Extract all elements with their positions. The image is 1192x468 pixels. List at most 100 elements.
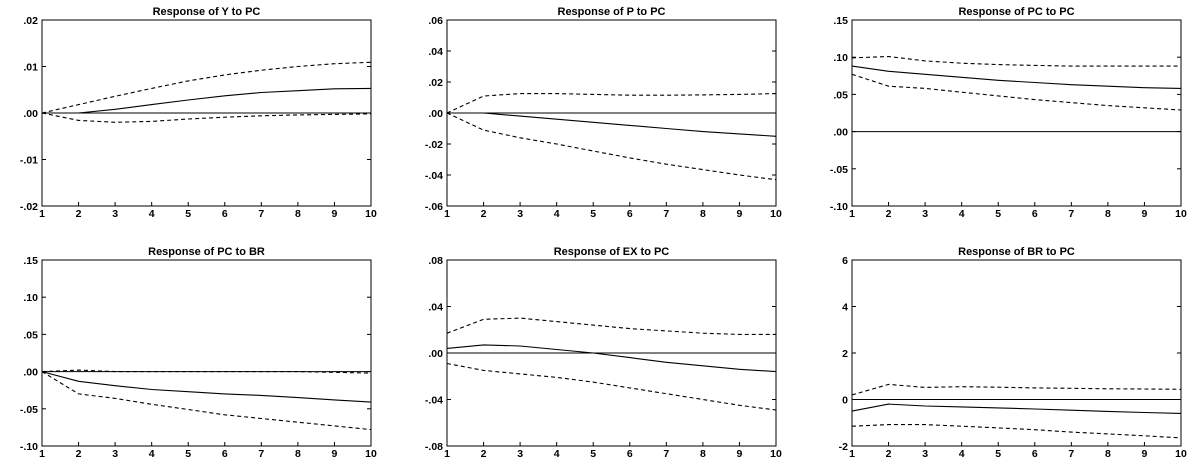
x-tick-label: 10 [770,448,782,460]
x-tick-label: 3 [112,208,118,220]
confidence-band-line [851,55,1181,67]
x-tick-label: 2 [76,208,82,220]
response-line [41,371,372,403]
x-tick-label: 6 [1032,208,1038,220]
x-tick-label: 7 [663,448,669,460]
x-tick-label: 5 [590,208,596,220]
y-tick-label: -.10 [830,201,848,213]
y-tick-label: .10 [833,52,848,64]
x-tick-label: 8 [295,208,301,220]
x-tick-label: 9 [737,208,743,220]
y-tick-label: .04 [428,46,443,58]
x-tick-label: 5 [590,448,596,460]
confidence-band-line [446,362,777,411]
x-tick-label: 9 [332,448,338,460]
x-tick-label: 6 [1032,448,1038,460]
x-tick-label: 7 [258,208,264,220]
x-tick-label: 10 [770,208,782,220]
chart-title: Response of BR to PC [958,246,1075,258]
chart-panel-5: Response of EX to PC -.08 -.04 .00 .04 .08 1 2 3… [425,246,782,460]
chart-title: Response of Y to PC [153,6,261,18]
x-tick-label: 1 [849,448,855,460]
x-tick-label: 1 [444,448,450,460]
x-tick-label: 10 [365,448,377,460]
x-tick-label: 3 [922,448,928,460]
y-tick-label: .04 [428,302,443,314]
y-tick-label: .00 [23,108,38,120]
confidence-band-line [41,369,372,374]
y-tick-label: 6 [842,255,848,267]
x-tick-label: 10 [365,208,377,220]
y-tick-label: .08 [428,255,443,267]
plot-frame [851,259,1182,447]
y-tick-label: .10 [23,292,38,304]
y-tick-label: -.05 [20,404,38,416]
y-tick-label: -.10 [20,441,38,453]
chart-panel-6: Response of BR to PC -2 0 2 4 6 1 2 3 4 5 6 7 8 9 10 [839,246,1187,460]
chart-title: Response of EX to PC [554,246,670,258]
confidence-band-line [41,112,372,123]
x-tick-label: 10 [1175,208,1187,220]
response-line [851,403,1182,414]
x-tick-label: 6 [627,208,633,220]
y-tick-label: .00 [428,348,443,360]
y-tick-label: .02 [23,15,38,27]
x-tick-label: 9 [1142,448,1148,460]
y-tick-label: -.02 [20,201,38,213]
response-line [42,87,372,114]
response-line [447,112,777,137]
x-tick-label: 4 [959,208,965,220]
response-line [851,65,1182,89]
plot-frame [41,259,372,447]
x-tick-label: 8 [700,448,706,460]
chart-panel-4: Response of PC to BR -.10 -.05 .00 .05 .10 .15… [20,246,377,460]
confidence-band-line [446,112,777,181]
y-tick-label: .01 [23,62,38,74]
x-tick-label: 8 [1105,448,1111,460]
x-tick-label: 1 [444,208,450,220]
x-tick-label: 2 [481,208,487,220]
x-tick-label: 4 [554,448,560,460]
x-tick-label: 4 [149,208,155,220]
y-tick-label: .00 [23,367,38,379]
x-tick-label: 4 [149,448,155,460]
y-tick-label: -2 [839,441,848,453]
chart-title: Response of PC to PC [958,6,1074,18]
y-tick-label: -.04 [425,395,443,407]
y-tick-label: .05 [833,89,848,101]
x-tick-label: 3 [112,448,118,460]
x-tick-label: 2 [481,448,487,460]
x-tick-label: 2 [886,448,892,460]
confidence-band-line [851,383,1182,396]
y-tick-label: .00 [833,127,848,139]
confidence-band-line [851,73,1182,111]
x-tick-label: 6 [627,448,633,460]
x-tick-label: 7 [1068,448,1074,460]
x-tick-label: 1 [39,448,45,460]
response-line [446,344,777,373]
confidence-band-line [446,317,776,335]
confidence-band-line [446,93,777,114]
x-tick-label: 5 [185,208,191,220]
x-tick-label: 7 [1068,208,1074,220]
y-tick-label: -.02 [425,139,443,151]
y-tick-label: -.06 [425,201,443,213]
x-tick-label: 3 [922,208,928,220]
x-tick-label: 10 [1175,448,1187,460]
y-tick-label: 2 [842,348,848,360]
plot-frame [851,19,1182,207]
y-tick-label: 0 [842,395,848,407]
y-tick-label: -.08 [425,441,443,453]
x-tick-label: 7 [663,208,669,220]
chart-panel-2: Response of P to PC -.06 -.04 -.02 .00 .02 .04… [425,6,782,220]
chart-title: Response of P to PC [558,6,666,18]
x-tick-label: 9 [1142,208,1148,220]
chart-panel-3: Response of PC to PC -.10 -.05 .00 .05 .10 .15… [830,6,1187,220]
x-tick-label: 5 [995,208,1001,220]
x-tick-label: 1 [39,208,45,220]
y-tick-label: 4 [842,302,848,314]
x-tick-label: 9 [737,448,743,460]
x-tick-label: 3 [517,448,523,460]
y-tick-label: -.04 [425,170,443,182]
